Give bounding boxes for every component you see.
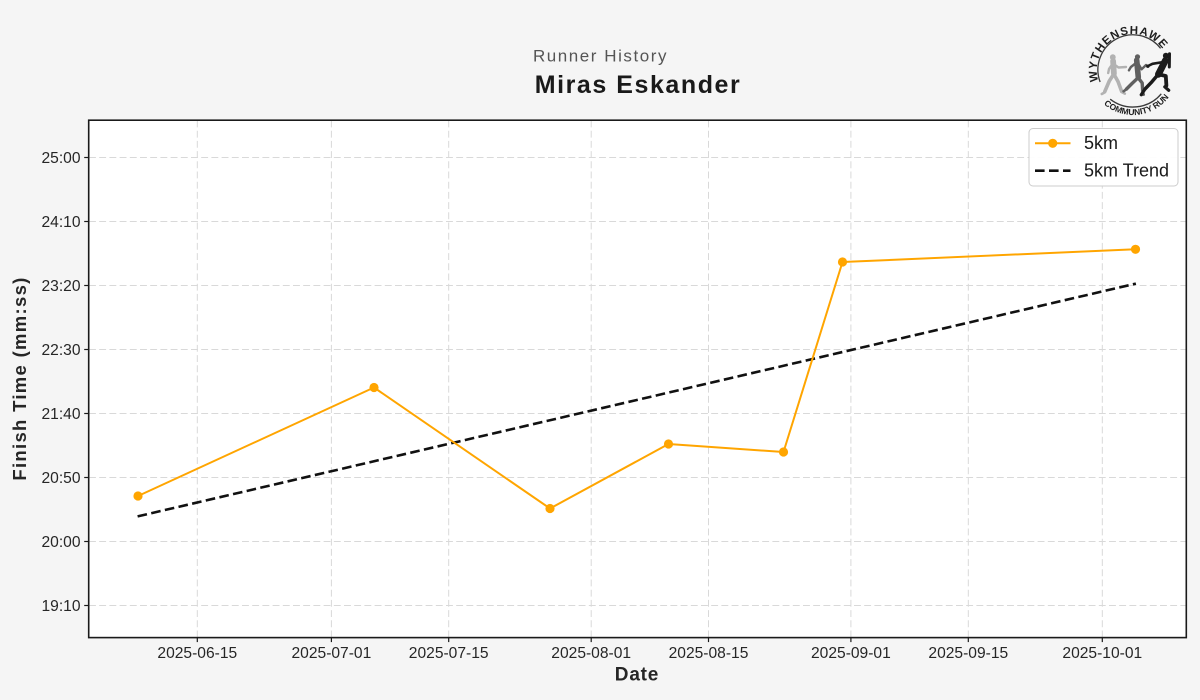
svg-text:2025-08-15: 2025-08-15: [669, 645, 749, 662]
svg-text:22:30: 22:30: [41, 342, 80, 359]
svg-text:Runner History: Runner History: [533, 47, 668, 66]
svg-text:24:10: 24:10: [41, 214, 80, 231]
svg-text:21:40: 21:40: [41, 406, 80, 423]
svg-text:20:00: 20:00: [41, 534, 80, 551]
svg-text:2025-06-15: 2025-06-15: [157, 645, 237, 662]
svg-text:2025-07-01: 2025-07-01: [292, 645, 372, 662]
svg-text:5km: 5km: [1084, 133, 1118, 153]
svg-text:2025-07-15: 2025-07-15: [409, 645, 489, 662]
svg-text:19:10: 19:10: [41, 598, 80, 615]
svg-text:2025-08-01: 2025-08-01: [551, 645, 631, 662]
svg-text:5km Trend: 5km Trend: [1084, 161, 1169, 181]
svg-text:20:50: 20:50: [41, 470, 80, 487]
svg-text:23:20: 23:20: [41, 278, 80, 295]
svg-text:2025-10-01: 2025-10-01: [1062, 645, 1142, 662]
svg-text:25:00: 25:00: [41, 150, 80, 167]
svg-text:Miras Eskander: Miras Eskander: [535, 71, 742, 99]
svg-text:2025-09-15: 2025-09-15: [928, 645, 1008, 662]
svg-text:Date: Date: [615, 665, 659, 686]
svg-text:2025-09-01: 2025-09-01: [811, 645, 891, 662]
svg-text:Finish Time (mm:ss): Finish Time (mm:ss): [9, 276, 30, 480]
